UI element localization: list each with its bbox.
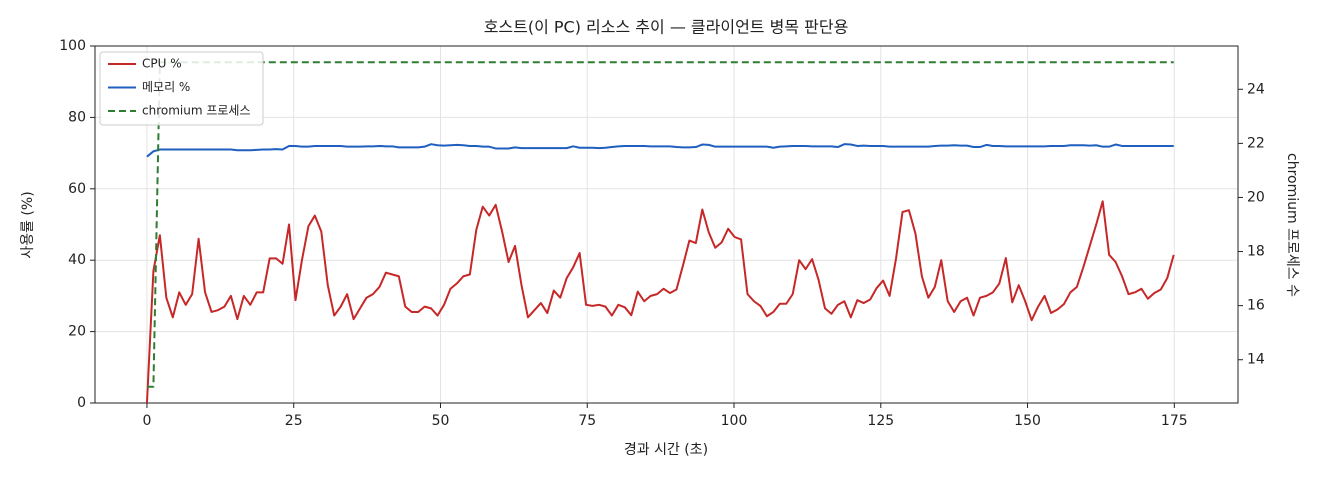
x-tick-label: 150 — [1014, 413, 1041, 429]
x-axis-label: 경과 시간 (초) — [624, 442, 708, 458]
y-tick-label: 100 — [59, 38, 86, 54]
legend-box — [99, 51, 264, 126]
y2-axis-label: chromium 프로세스 수 — [1284, 153, 1300, 297]
y-tick-label: 80 — [68, 109, 86, 125]
x-tick-label: 100 — [721, 413, 748, 429]
y2-tick-label: 18 — [1247, 244, 1265, 260]
series-line — [146, 143, 1174, 158]
y-tick-label: 60 — [68, 181, 86, 197]
y2-tick-label: 22 — [1247, 135, 1265, 151]
y-axis-label: 사용률 (%) — [20, 191, 36, 258]
series-line — [146, 61, 1174, 388]
chart-title: 호스트(이 PC) 리소스 추이 — 클라이언트 병목 판단용 — [484, 18, 849, 37]
y-tick-label: 0 — [77, 395, 86, 411]
y2-tick-label: 24 — [1247, 81, 1265, 97]
legend-label: CPU % — [142, 57, 182, 71]
plot-frame — [94, 45, 1239, 404]
x-tick-label: 50 — [432, 413, 450, 429]
y2-tick-label: 20 — [1247, 189, 1265, 205]
y2-tick-label: 16 — [1247, 298, 1265, 314]
y2-tick-label: 14 — [1247, 352, 1265, 368]
legend-label: 메모리 % — [142, 80, 190, 94]
y-tick-label: 40 — [68, 252, 86, 268]
x-tick-label: 125 — [867, 413, 894, 429]
x-tick-label: 175 — [1161, 413, 1188, 429]
x-tick-label: 0 — [142, 413, 151, 429]
x-tick-label: 75 — [578, 413, 596, 429]
series-line — [145, 200, 1175, 404]
y-tick-label: 20 — [68, 324, 86, 340]
x-tick-label: 25 — [285, 413, 303, 429]
legend-label: chromium 프로세스 — [142, 104, 251, 118]
